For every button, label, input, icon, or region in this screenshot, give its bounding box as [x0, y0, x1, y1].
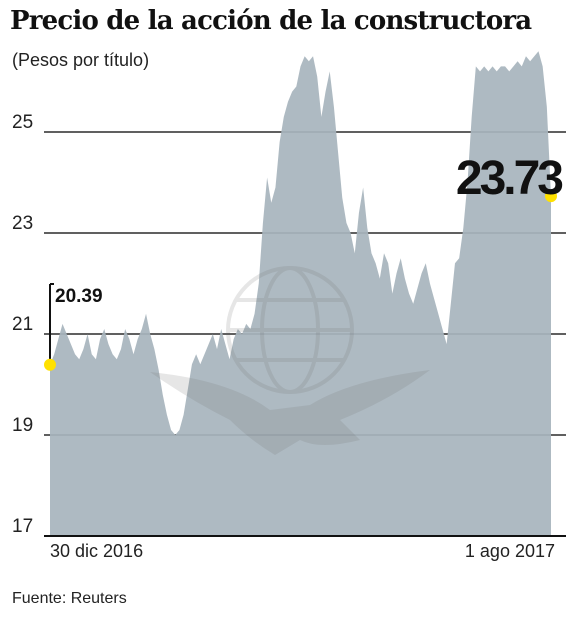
y-tick-label: 23 — [12, 213, 33, 234]
end-value-label: 23.73 — [456, 152, 562, 205]
eagle-globe-watermark — [150, 266, 430, 455]
start-value-label: 20.39 — [55, 286, 103, 307]
chart-subtitle: (Pesos por título) — [12, 50, 150, 70]
y-tick-label: 25 — [12, 112, 33, 133]
y-tick-label: 19 — [12, 415, 33, 436]
x-tick-label: 1 ago 2017 — [465, 541, 555, 561]
start-marker — [44, 358, 56, 371]
source-note: Fuente: Reuters — [12, 590, 127, 607]
end-marker — [545, 190, 557, 203]
price-chart: 25 23 21 19 17 30 dic 2016 1 ago 2017 20.39 23.7… — [12, 51, 566, 561]
y-tick-label: 17 — [12, 516, 33, 537]
y-tick-label: 21 — [12, 314, 33, 335]
chart-title: Precio de la acción de la constructora — [10, 6, 532, 36]
x-tick-label: 30 dic 2016 — [50, 541, 143, 561]
price-area — [50, 51, 551, 536]
